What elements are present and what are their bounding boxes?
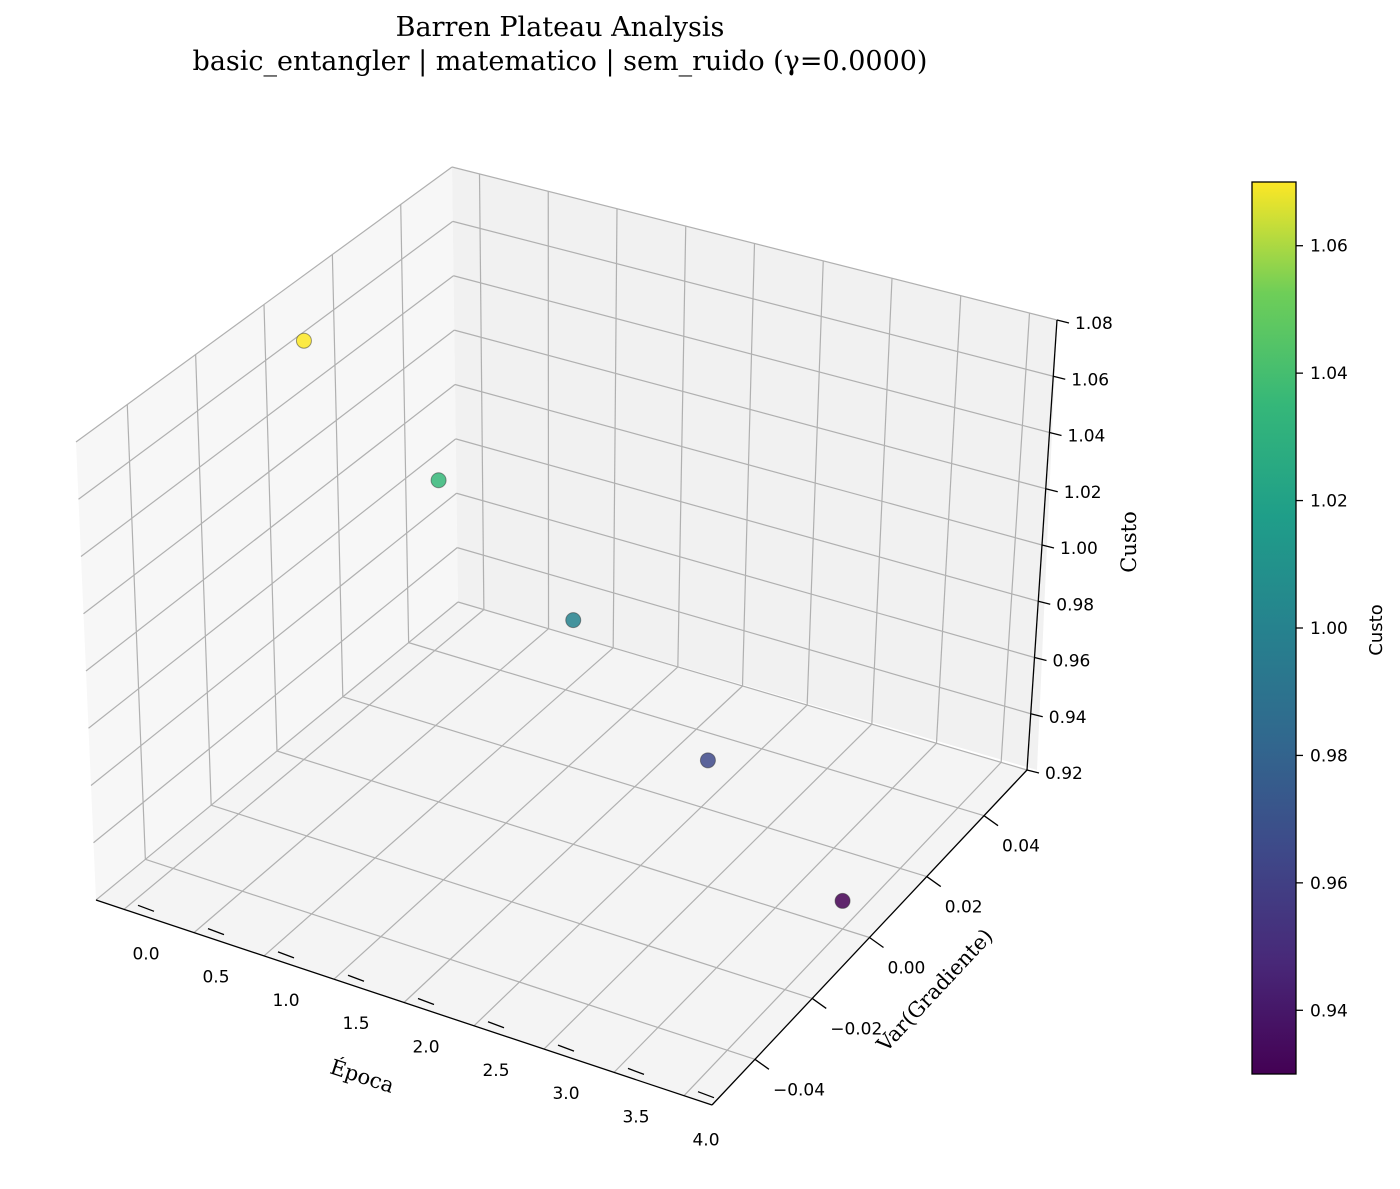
data-points	[295, 332, 851, 909]
x-tick-label: 2.0	[412, 1038, 439, 1058]
colorbar-tick-label: 0.94	[1310, 1001, 1348, 1021]
colorbar-tick-label: 1.02	[1310, 492, 1348, 512]
z-tick-label: 0.96	[1053, 652, 1091, 672]
y-gridline-floor	[408, 642, 985, 817]
colorbar-tick-label: 1.04	[1310, 364, 1348, 384]
z-axis-line	[1026, 319, 1058, 771]
z-gridline-back	[457, 547, 1031, 715]
z-gridline-back	[452, 220, 1054, 377]
z-gridline-left	[90, 492, 457, 786]
chart-title: Barren Plateau Analysis	[396, 12, 725, 43]
pane-left-wall	[76, 167, 458, 900]
x-tick-mark	[207, 928, 225, 936]
z-tick-mark	[1053, 375, 1066, 380]
z-tick-label: 0.98	[1056, 595, 1094, 615]
y-tick-label: 0.00	[888, 959, 926, 979]
y-tick-label: −0.02	[830, 1019, 882, 1039]
z-tick-mark	[1038, 600, 1051, 605]
z-gridline-left	[78, 220, 454, 500]
z-gridline-left	[80, 275, 454, 557]
x-tick-mark	[697, 1091, 715, 1099]
z-gridline-left	[85, 384, 456, 672]
x-tick-label: 3.5	[622, 1107, 649, 1127]
colorbar-tick-label: 1.06	[1310, 237, 1348, 257]
z-tick-mark	[1056, 319, 1070, 324]
scatter-point	[565, 612, 582, 629]
z-tick-mark	[1034, 656, 1047, 662]
y-tick-mark	[754, 1058, 770, 1070]
x-tick-mark	[417, 997, 435, 1006]
z-gridline-left	[88, 438, 457, 729]
z-gridline-back	[454, 329, 1046, 490]
z-gridline-back	[455, 438, 1039, 602]
z-tick-mark	[1045, 488, 1058, 493]
y-axis-line	[711, 769, 1028, 1106]
y-tick-mark	[811, 997, 827, 1009]
z-tick-label: 0.92	[1045, 764, 1083, 784]
colorbar	[1251, 181, 1297, 1075]
scatter-point	[834, 892, 851, 909]
colorbar-ticks: 0.94 0.96 0.98 1.00 1.02 1.04 1.06	[1296, 237, 1348, 1021]
grid-lines	[75, 166, 1058, 1097]
x-tick-mark	[487, 1021, 505, 1029]
z-tick-mark	[1041, 544, 1055, 549]
x-tick-label: 1.5	[342, 1014, 369, 1034]
x-tick-mark	[627, 1067, 645, 1075]
z-tick-label: 1.06	[1071, 370, 1109, 390]
z-gridline-back	[451, 166, 1058, 321]
colorbar-tick-label: 0.96	[1310, 874, 1348, 894]
y-tick-mark	[869, 936, 884, 949]
y-gridline-floor	[210, 804, 813, 999]
x-tick-mark	[137, 904, 155, 912]
z-gridline-back	[453, 275, 1050, 434]
x-tick-label: 0.5	[202, 968, 229, 988]
chart-subtitle: basic_entangler | matematico | sem_ruido…	[193, 46, 928, 77]
scatter-point	[295, 332, 312, 349]
scatter-point	[430, 472, 447, 489]
x-axis-label: Época	[327, 1055, 397, 1098]
axis-ticks: 0.0 0.5 1.0 1.5 2.0 2.5 3.0 3.5 4.0 −0.04 −0.02 0.0…	[95, 314, 1113, 1151]
y-tick-mark	[926, 876, 942, 888]
x-tick-label: 2.5	[482, 1061, 509, 1081]
colorbar-tick-label: 0.98	[1310, 746, 1348, 766]
z-gridline-back	[454, 383, 1043, 546]
x-tick-mark	[277, 951, 295, 959]
x-tick-mark	[347, 974, 365, 982]
scatter-point	[699, 752, 716, 769]
y-tick-label: 0.02	[945, 898, 983, 918]
z-tick-mark	[1049, 431, 1062, 437]
z-tick-label: 1.04	[1068, 427, 1106, 447]
z-gridline-left	[75, 166, 453, 443]
y-gridline-floor	[145, 858, 756, 1060]
y-tick-label: 0.04	[1002, 837, 1040, 857]
z-tick-mark	[1026, 769, 1040, 774]
y-axis-label: Var(Gradiente)	[871, 924, 997, 1057]
z-tick-label: 1.00	[1060, 539, 1098, 559]
x-tick-label: 0.0	[132, 944, 159, 964]
y-tick-label: −0.04	[773, 1080, 825, 1100]
x-tick-mark	[557, 1044, 575, 1052]
colorbar-tick-label: 1.00	[1310, 619, 1348, 639]
z-gridline-left	[83, 329, 455, 615]
z-tick-mark	[1030, 713, 1043, 718]
x-tick-label: 1.0	[272, 991, 299, 1011]
z-gridline-left	[95, 601, 459, 901]
x-tick-label: 4.0	[692, 1131, 719, 1151]
z-gridline-back	[456, 492, 1035, 659]
z-axis-label: Custo	[1117, 511, 1141, 572]
x-axis-line	[95, 899, 713, 1106]
colorbar-label: Custo	[1366, 604, 1387, 655]
y-tick-mark	[983, 815, 999, 827]
z-gridline-left	[93, 547, 458, 844]
z-tick-label: 1.08	[1075, 314, 1113, 334]
y-gridline-floor	[276, 750, 870, 939]
pane-back-wall	[452, 167, 1057, 770]
z-tick-label: 1.02	[1064, 483, 1102, 503]
y-gridline-floor	[342, 696, 927, 878]
z-tick-label: 0.94	[1049, 708, 1087, 728]
z-gridline-back	[457, 601, 1028, 771]
x-tick-label: 3.0	[552, 1084, 579, 1104]
